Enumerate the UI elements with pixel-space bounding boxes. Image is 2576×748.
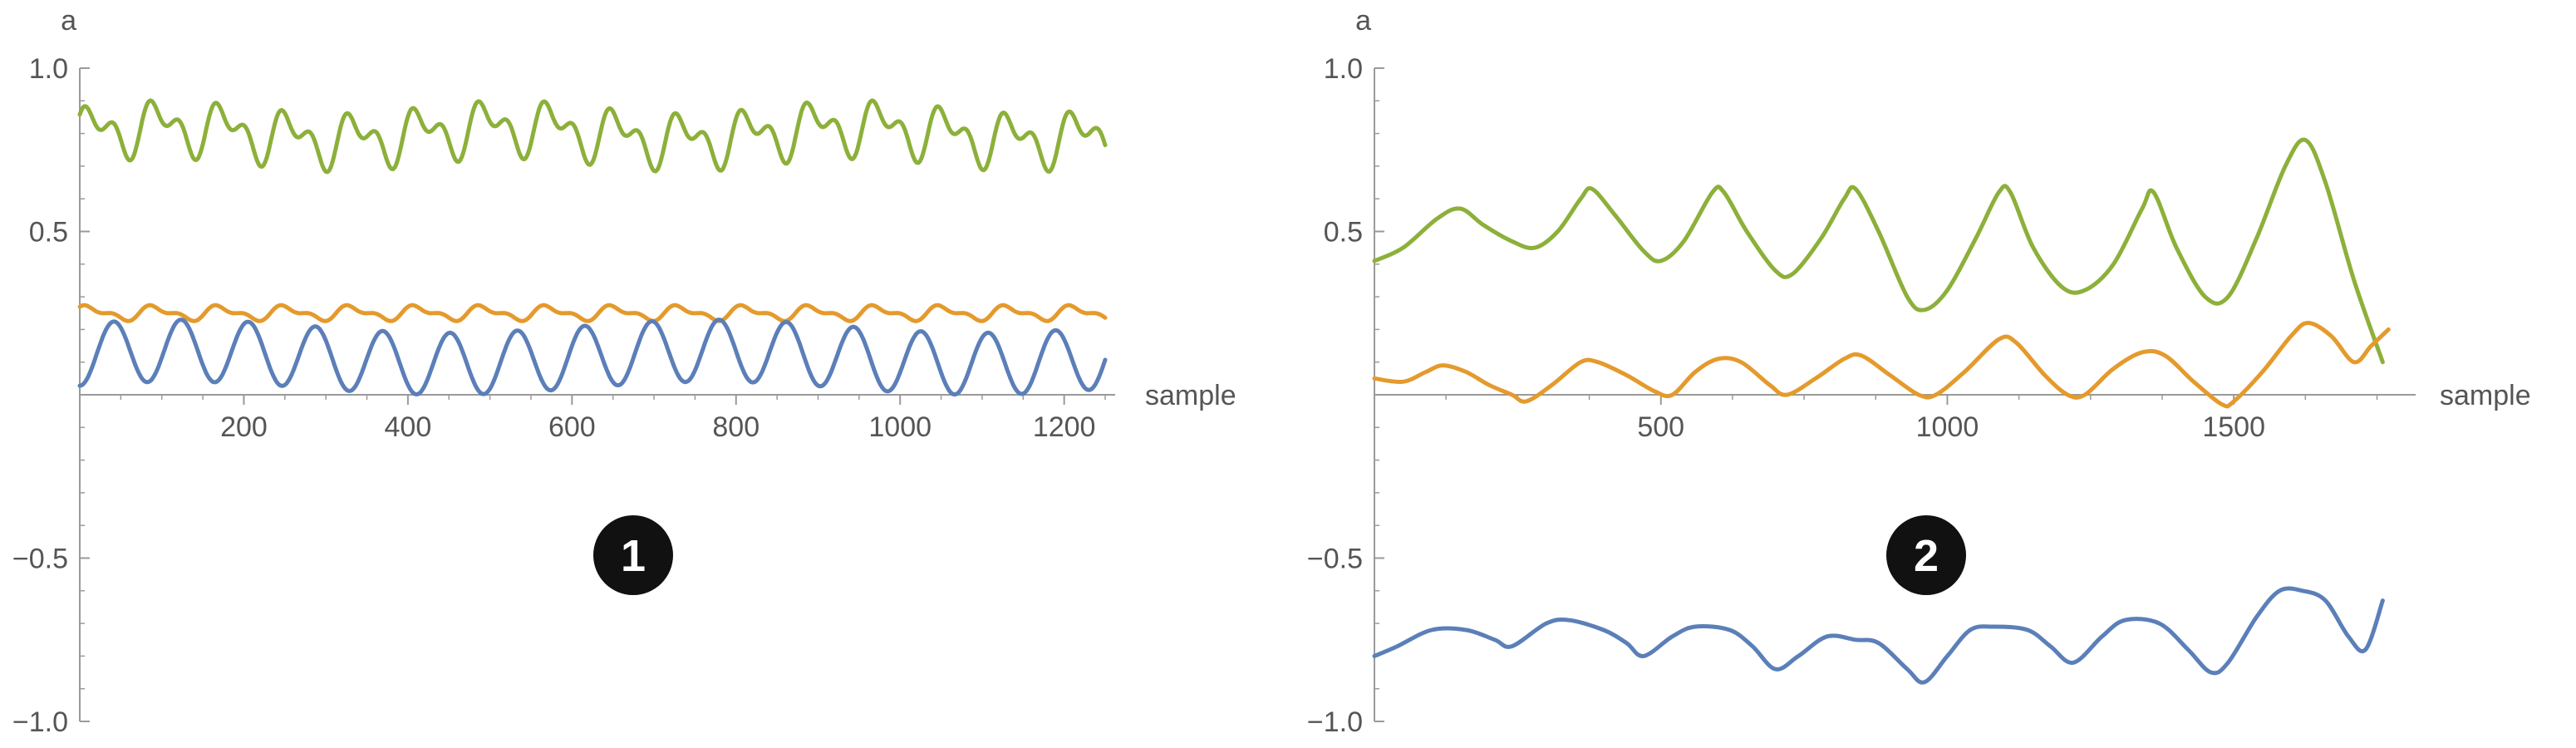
panel-number-badge	[593, 515, 673, 595]
y-tick-label: 1.0	[1324, 53, 1363, 85]
x-tick-label: 800	[712, 411, 760, 443]
x-tick-label: 1000	[1916, 411, 1979, 443]
panel-number-badge	[1886, 515, 1966, 595]
x-tick-label: 200	[220, 411, 268, 443]
series-line-2	[1372, 321, 2391, 409]
x-axis-label: sample	[2440, 380, 2531, 411]
series-line-1	[77, 98, 1108, 175]
x-tick-label: 500	[1637, 411, 1684, 443]
panel-number-label: 2	[1914, 531, 1939, 581]
series-line-2	[77, 303, 1108, 323]
x-axis-label: sample	[1145, 380, 1236, 411]
y-tick-label: −1.0	[12, 706, 68, 738]
x-tick-label: 1000	[868, 411, 932, 443]
series-line-3	[77, 317, 1108, 397]
chart-panel-1: 1.0 0.5 −0.5 −1.0 200 400 600 800 1000 1200 a sampl…	[12, 5, 1236, 738]
y-tick-label: 0.5	[29, 217, 68, 249]
y-axis-label: a	[61, 5, 76, 37]
y-tick-label: 0.5	[1324, 217, 1363, 249]
series-line-3	[1372, 586, 2385, 685]
x-tick-label: 1200	[1033, 411, 1096, 443]
y-axis-label: a	[1355, 5, 1371, 37]
x-tick-label: 600	[548, 411, 596, 443]
chart-panel-2: 1.0 0.5 −0.5 −1.0 500 1000 1500 a sample 2	[1307, 5, 2531, 738]
y-tick-label: −0.5	[1307, 544, 1363, 575]
y-tick-label: −1.0	[1307, 706, 1363, 738]
panel-number-label: 1	[621, 531, 646, 581]
x-tick-label: 1500	[2202, 411, 2265, 443]
series-line-1	[1372, 137, 2385, 365]
x-tick-label: 400	[385, 411, 432, 443]
y-tick-label: −0.5	[12, 544, 68, 575]
y-tick-label: 1.0	[29, 53, 68, 85]
